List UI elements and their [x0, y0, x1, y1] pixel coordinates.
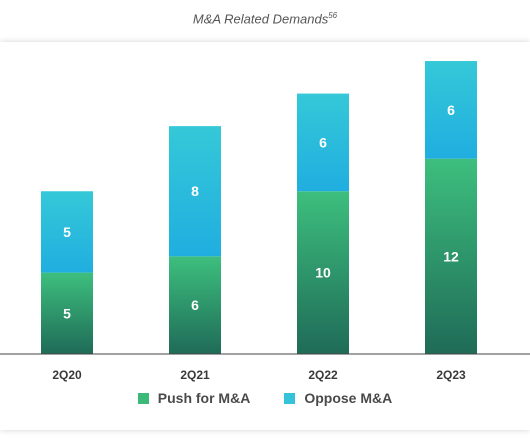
- bar-push-2q21: [169, 256, 221, 354]
- legend-label-push: Push for M&A: [157, 390, 251, 406]
- bar-oppose-2q21: [169, 126, 221, 257]
- legend-label-oppose: Oppose M&A: [304, 390, 393, 406]
- bar-oppose-2q20: [41, 191, 93, 273]
- legend: Push for M&A Oppose M&A: [0, 390, 530, 406]
- legend-item-oppose: Oppose M&A: [284, 390, 392, 406]
- title-footnote: 56: [328, 11, 338, 20]
- data-label-oppose-2q21: 8: [191, 183, 199, 199]
- bar-oppose-2q22: [297, 93, 349, 192]
- x-tick-label-2q23: 2Q23: [436, 368, 466, 382]
- legend-swatch-push: [137, 392, 149, 404]
- data-label-push-2q23: 12: [443, 248, 459, 264]
- data-label-oppose-2q23: 6: [447, 102, 455, 118]
- legend-swatch-oppose: [284, 392, 296, 404]
- x-tick-label-2q22: 2Q22: [308, 368, 338, 382]
- data-label-oppose-2q20: 5: [63, 224, 71, 240]
- legend-item-push: Push for M&A: [137, 390, 251, 406]
- data-label-push-2q20: 5: [63, 305, 71, 321]
- data-label-push-2q22: 10: [315, 265, 331, 281]
- chart-title: M&A Related Demands56: [0, 11, 530, 26]
- x-tick-label-2q20: 2Q20: [52, 368, 82, 382]
- data-label-oppose-2q22: 6: [319, 134, 327, 150]
- data-label-push-2q21: 6: [191, 297, 199, 313]
- bar-push-2q23: [425, 158, 477, 354]
- bar-oppose-2q23: [425, 61, 477, 159]
- bar-push-2q20: [41, 272, 93, 354]
- x-tick-label-2q21: 2Q21: [180, 368, 210, 382]
- chart-title-text: M&A Related Demands: [192, 11, 329, 27]
- bar-push-2q22: [297, 191, 349, 354]
